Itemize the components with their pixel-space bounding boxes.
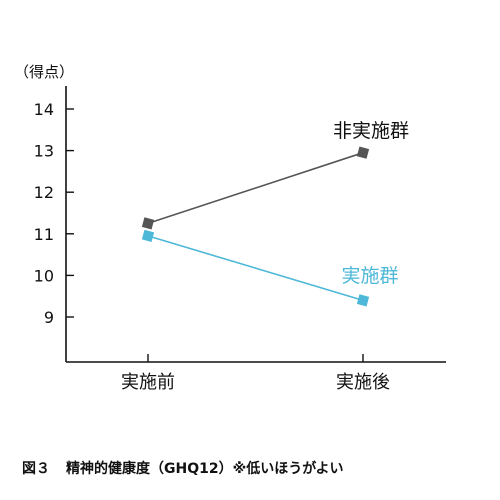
- series-line: [147, 235, 364, 302]
- figure-number: 図３: [22, 461, 50, 477]
- y-tick-label: 9: [44, 308, 54, 327]
- data-point-marker: [141, 217, 155, 230]
- y-tick-label: 10: [34, 266, 54, 285]
- y-tick-label: 14: [34, 100, 54, 119]
- data-point-marker: [141, 229, 155, 243]
- y-axis-unit-label: （得点）: [14, 63, 74, 81]
- figure-caption: 図３ 精神的健康度（GHQ12）※低いほうがよい: [22, 458, 344, 478]
- y-tick-label: 11: [34, 225, 54, 244]
- x-tick-label: 実施後: [336, 372, 390, 393]
- series-line: [147, 151, 364, 225]
- x-tick-label: 実施前: [121, 372, 175, 393]
- figure-title: 精神的健康度（GHQ12）※低いほうがよい: [66, 461, 344, 477]
- data-point-marker: [356, 146, 370, 159]
- data-point-marker: [356, 294, 370, 307]
- y-tick-label: 12: [34, 183, 54, 202]
- series-label: 非実施群: [333, 120, 409, 142]
- series-label: 実施群: [341, 265, 398, 287]
- y-tick-label: 13: [34, 142, 54, 161]
